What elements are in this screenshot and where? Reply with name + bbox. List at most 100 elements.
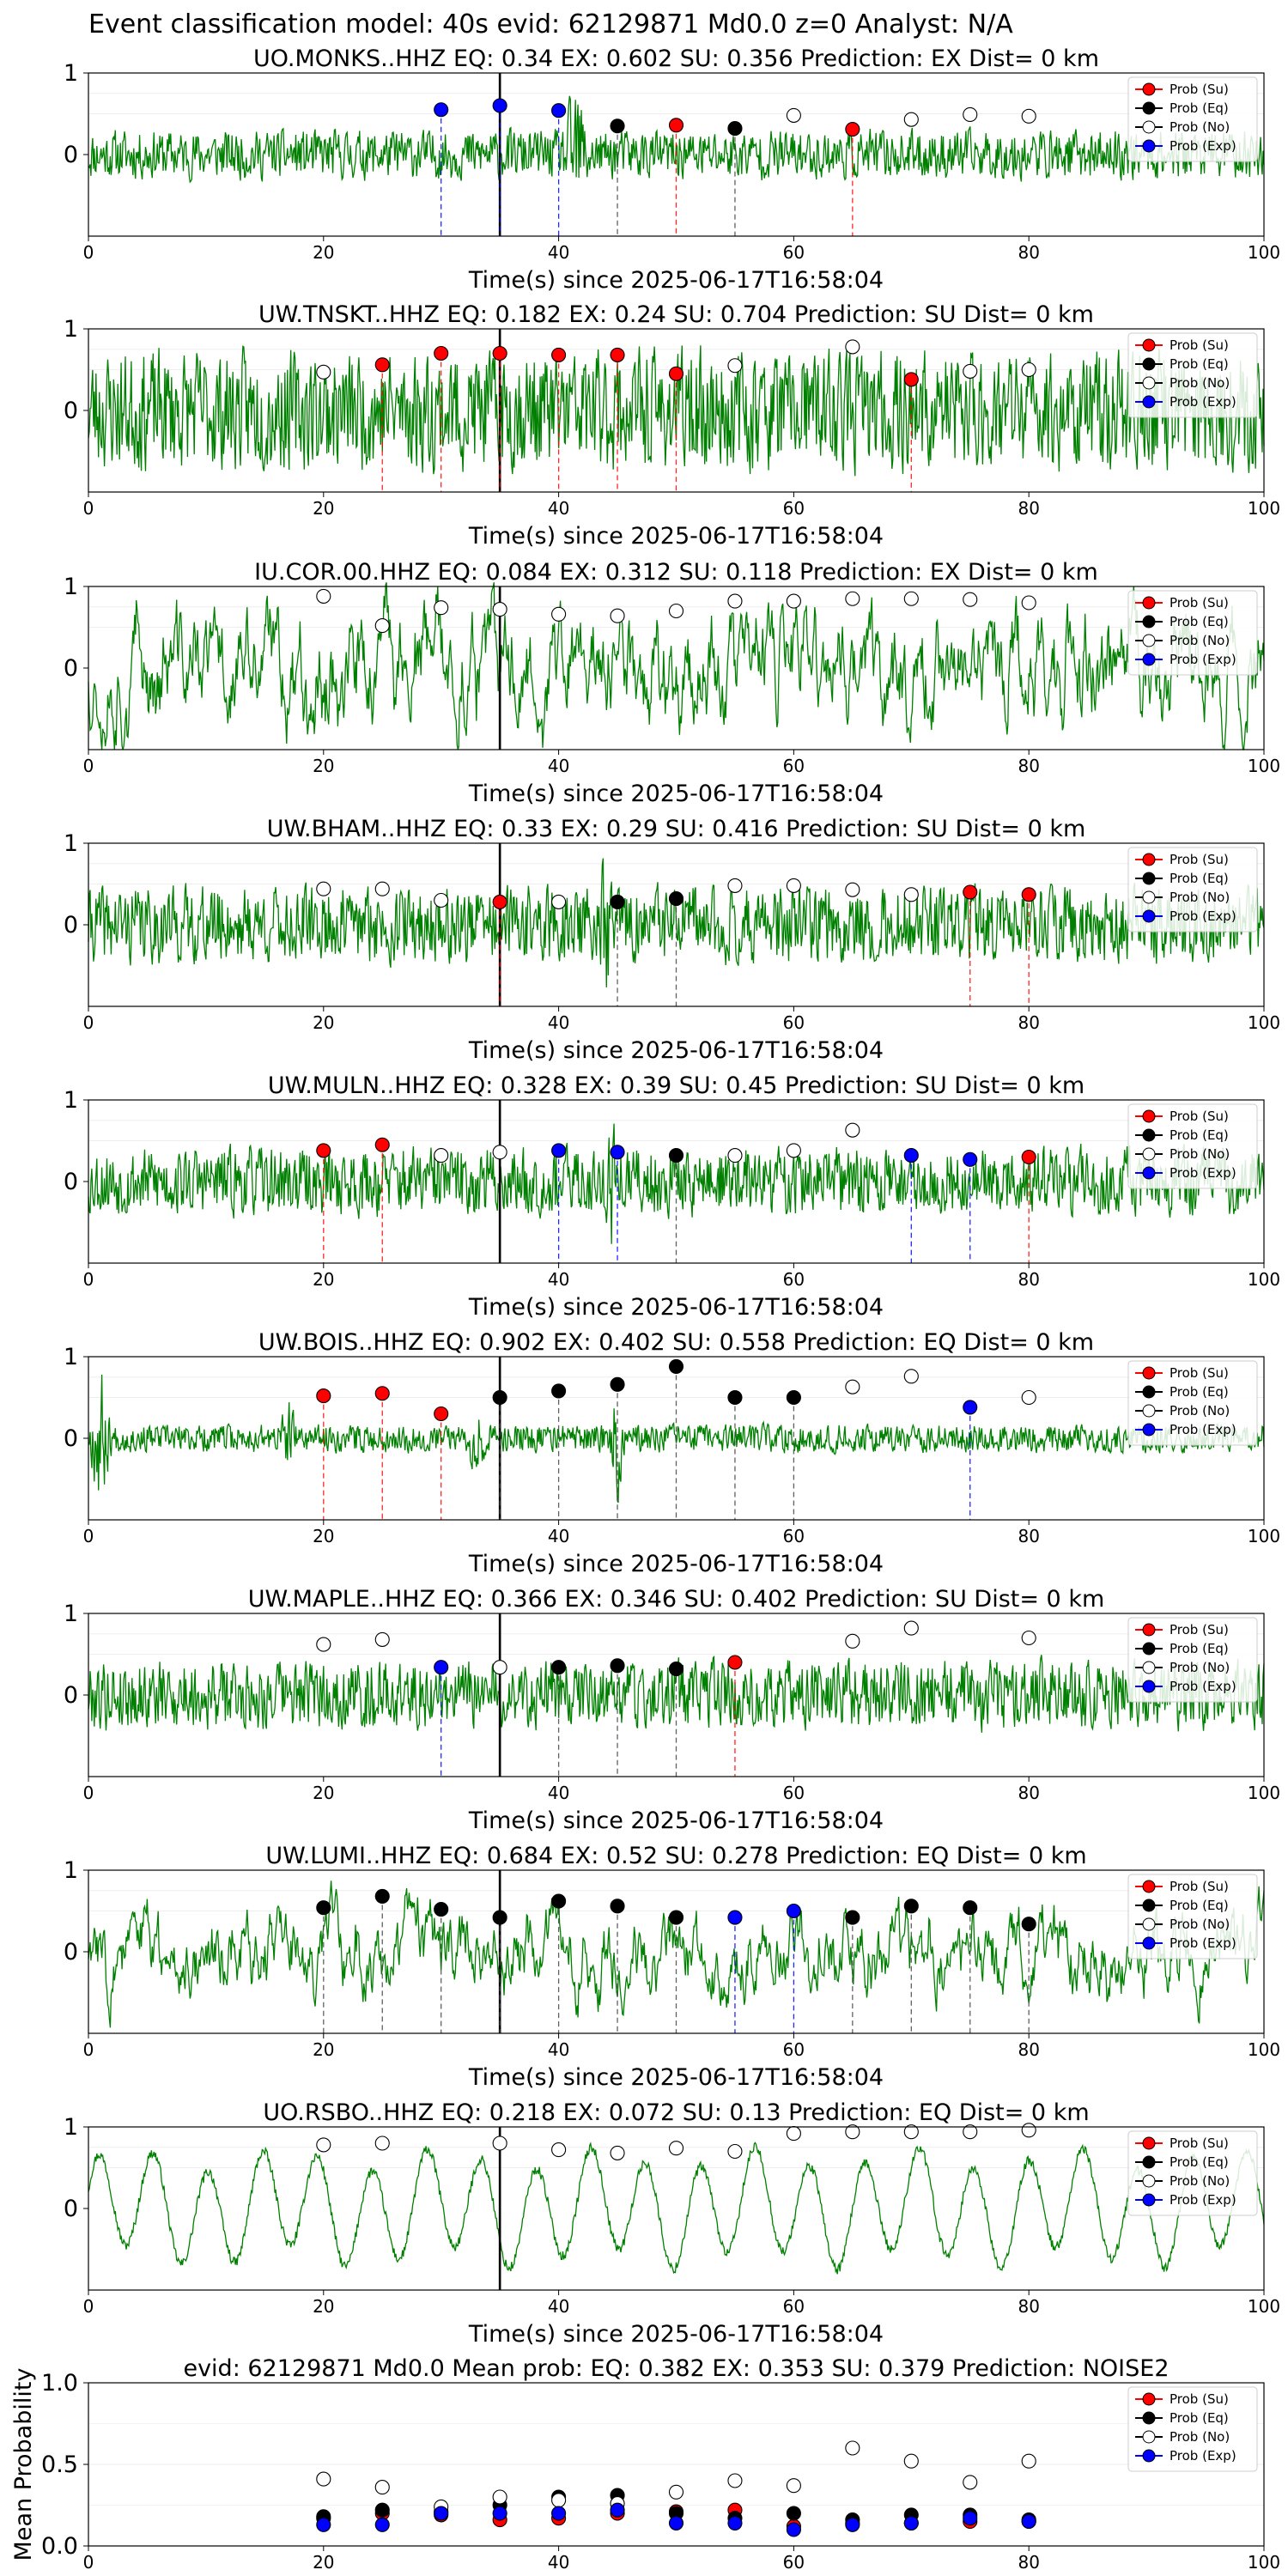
x-tick-label: 100 <box>1248 1526 1280 1546</box>
legend-marker-exp <box>1142 2193 1156 2207</box>
prob-marker-no <box>668 603 684 619</box>
x-tick-label: 20 <box>313 498 334 519</box>
x-tick-label: 20 <box>313 1012 334 1033</box>
legend-label-no: Prob (No) <box>1170 2173 1230 2189</box>
prob-marker-su <box>1021 887 1036 902</box>
legend-label-no: Prob (No) <box>1170 633 1230 648</box>
legend-label-su: Prob (Su) <box>1170 1622 1229 1637</box>
prob-marker-no <box>316 1637 331 1652</box>
legend-label-su: Prob (Su) <box>1170 1109 1229 1124</box>
y-tick-label: 0 <box>64 912 78 939</box>
x-tick-label: 100 <box>1248 498 1280 519</box>
legend-label-su: Prob (Su) <box>1170 337 1229 353</box>
x-axis-label: Time(s) since 2025-06-17T16:58:04 <box>468 2321 884 2348</box>
prob-marker-no <box>374 881 390 896</box>
prob-marker-eq <box>668 1148 684 1163</box>
legend-marker-no <box>1142 890 1156 904</box>
legend-label-exp: Prob (Exp) <box>1170 652 1236 667</box>
prob-marker-eq <box>316 1900 331 1916</box>
legend-label-eq: Prob (Eq) <box>1170 1641 1229 1656</box>
mean-prob-point-exp <box>610 2502 625 2518</box>
x-axis-label: Time(s) since 2025-06-17T16:58:04 <box>468 781 884 807</box>
x-tick-label: 0 <box>83 242 94 263</box>
prob-marker-no <box>963 592 978 607</box>
prob-marker-no <box>963 106 978 122</box>
y-tick-label: 0 <box>64 1939 78 1965</box>
x-tick-label: 0 <box>83 1526 94 1546</box>
x-tick-label: 40 <box>548 2296 569 2317</box>
x-tick-label: 20 <box>313 1269 334 1290</box>
prob-marker-no <box>374 1631 390 1647</box>
x-tick-label: 80 <box>1018 756 1039 776</box>
prob-marker-su <box>903 372 919 387</box>
x-tick-label: 80 <box>1018 1012 1039 1033</box>
prob-marker-no <box>1021 1389 1036 1406</box>
prob-marker-no <box>551 606 567 622</box>
legend-label-exp: Prob (Exp) <box>1170 2192 1236 2208</box>
x-tick-label: 80 <box>1018 242 1039 263</box>
mean-prob-point-exp <box>845 2517 860 2532</box>
legend-marker-eq <box>1142 1128 1156 1142</box>
x-axis-label: Time(s) since 2025-06-17T16:58:04 <box>468 2064 884 2091</box>
x-tick-label: 80 <box>1018 1783 1039 1803</box>
legend-box <box>1127 1103 1258 1189</box>
legend-label-no: Prob (No) <box>1170 119 1230 135</box>
legend-box <box>1127 847 1258 933</box>
x-tick-label: 0 <box>83 2552 94 2573</box>
prob-marker-no <box>727 358 743 374</box>
x-tick-label: 100 <box>1248 242 1280 263</box>
legend-label-su: Prob (Su) <box>1170 852 1229 867</box>
legend-label-su: Prob (Su) <box>1170 82 1229 97</box>
legend-label-eq: Prob (Eq) <box>1170 100 1229 116</box>
legend-marker-no <box>1142 1661 1156 1674</box>
x-tick-label: 60 <box>783 2039 805 2060</box>
legend-label-no: Prob (No) <box>1170 1660 1230 1675</box>
legend-marker-no <box>1142 1917 1156 1931</box>
prob-marker-eq <box>551 1893 567 1909</box>
prob-marker-su <box>845 122 860 137</box>
panel-3: IU.COR.00.HHZ EQ: 0.084 EX: 0.312 SU: 0.… <box>64 559 1280 807</box>
prob-marker-eq <box>845 1910 860 1925</box>
x-tick-label: 60 <box>783 498 805 519</box>
prob-marker-no <box>374 2136 390 2151</box>
legend-marker-eq <box>1142 2411 1156 2425</box>
x-tick-label: 80 <box>1018 498 1039 519</box>
y-tick-label: 1 <box>64 1857 78 1884</box>
x-tick-label: 0 <box>83 2296 94 2317</box>
y-tick-label: 0 <box>64 2196 78 2222</box>
prob-marker-eq <box>492 1389 507 1406</box>
mean-prob-point-no <box>845 2440 860 2456</box>
prob-marker-no <box>963 2124 978 2140</box>
x-tick-label: 20 <box>313 242 334 263</box>
x-axis-label: Time(s) since 2025-06-17T16:58:04 <box>468 1294 884 1321</box>
prob-marker-su <box>668 118 684 133</box>
prob-marker-no <box>610 608 625 623</box>
legend-marker-eq <box>1142 357 1156 371</box>
legend-box <box>1127 332 1258 418</box>
prob-marker-exp <box>492 98 507 113</box>
mean-prob-point-no <box>668 2484 684 2500</box>
x-tick-label: 60 <box>783 2552 805 2573</box>
legend-label-eq: Prob (Eq) <box>1170 871 1229 886</box>
x-tick-label: 60 <box>783 2296 805 2317</box>
legend-label-eq: Prob (Eq) <box>1170 1898 1229 1913</box>
legend-marker-su <box>1142 2392 1156 2406</box>
x-tick-label: 100 <box>1248 2296 1280 2317</box>
legend-label-no: Prob (No) <box>1170 375 1230 391</box>
legend-marker-su <box>1142 338 1156 352</box>
prob-marker-su <box>727 1655 743 1670</box>
prob-marker-exp <box>963 1400 978 1415</box>
legend-label-no: Prob (No) <box>1170 1403 1230 1419</box>
prob-marker-su <box>374 1386 390 1401</box>
waveform-trace <box>88 1655 1265 1733</box>
x-axis-label: Time(s) since 2025-06-17T16:58:04 <box>468 523 884 550</box>
x-tick-label: 100 <box>1248 2552 1280 2573</box>
x-tick-label: 40 <box>548 1269 569 1290</box>
x-tick-label: 60 <box>783 756 805 776</box>
legend-label-no: Prob (No) <box>1170 1917 1230 1932</box>
mean-prob-point-exp <box>903 2515 919 2530</box>
legend-marker-eq <box>1142 101 1156 115</box>
prob-marker-eq <box>668 1910 684 1925</box>
prob-marker-no <box>786 878 801 893</box>
